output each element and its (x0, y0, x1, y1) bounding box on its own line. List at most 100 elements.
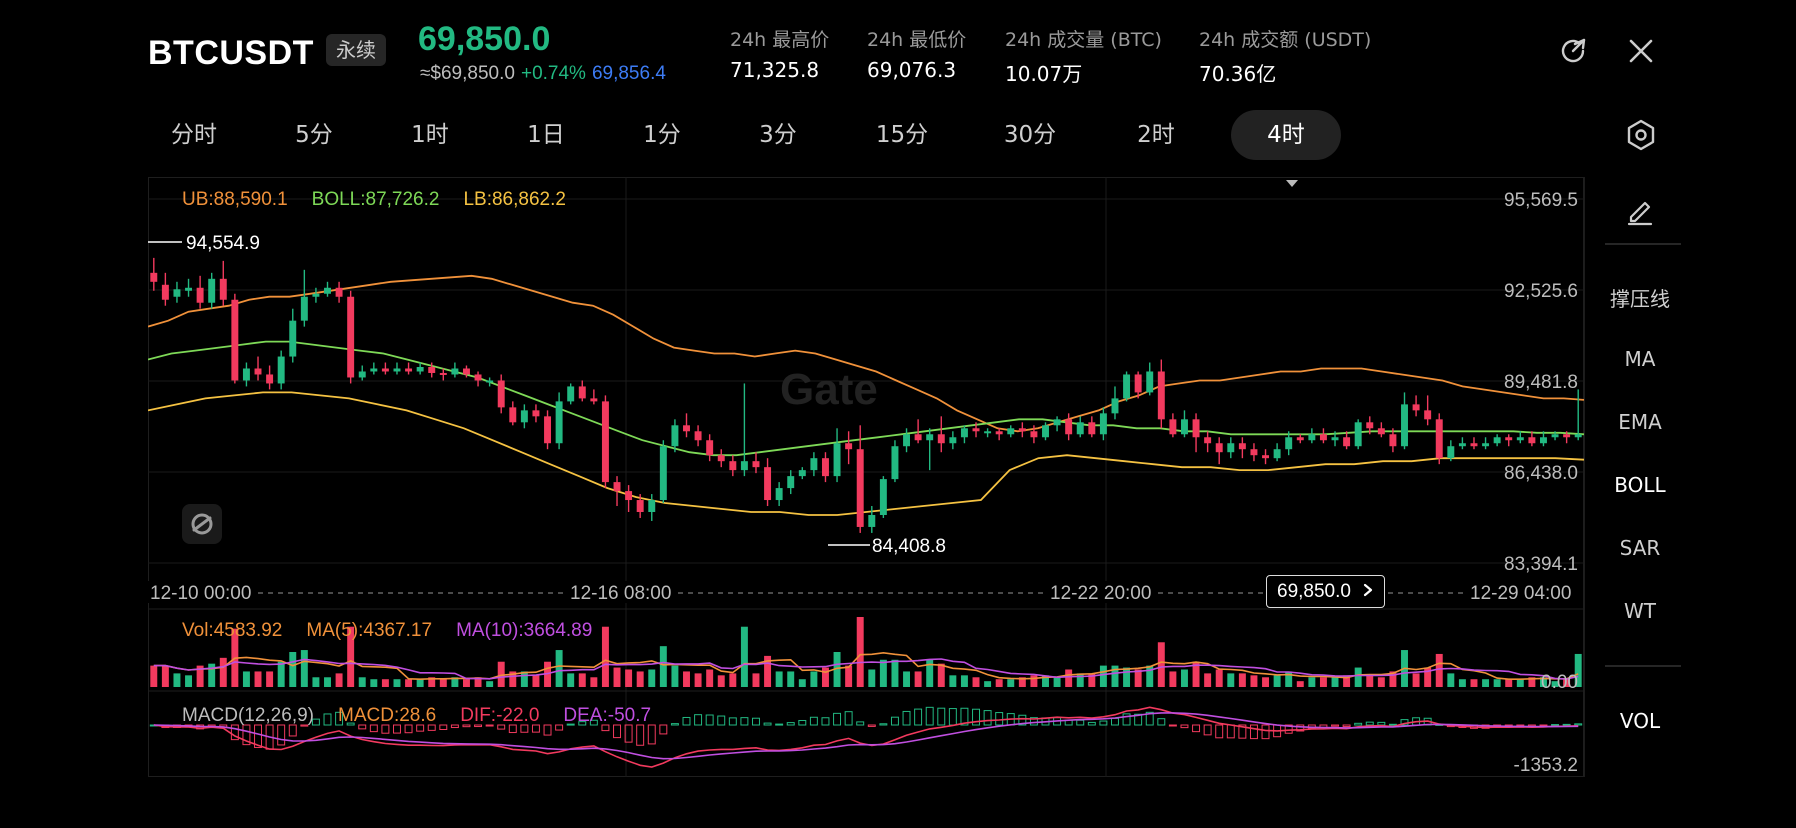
candle-body (960, 428, 968, 438)
volume-bar (1053, 677, 1061, 687)
tab-timeframe[interactable]: 15分 (875, 122, 929, 148)
volume-bar (671, 665, 679, 687)
sidebar-item-support-resistance[interactable]: 撑压线 (1610, 287, 1670, 311)
tab-timeframe[interactable]: 3分 (759, 122, 797, 148)
candle-body (821, 458, 829, 477)
candle-body (891, 446, 899, 480)
macd-bar (311, 718, 320, 726)
candle-body (1563, 434, 1571, 438)
legend-boll: BOLL:87,726.2 (311, 189, 440, 210)
sidebar-item-sar[interactable]: SAR (1619, 536, 1661, 560)
candle-body (1192, 419, 1200, 438)
share-icon[interactable] (1556, 34, 1590, 68)
macd-bar (416, 724, 425, 732)
sidebar-item-vol[interactable]: VOL (1619, 709, 1661, 733)
tab-timeframe-active[interactable]: 4时 (1231, 110, 1341, 187)
volume-bar (613, 667, 621, 687)
candle-body (1146, 371, 1154, 393)
settings-icon[interactable] (1624, 118, 1658, 152)
macd-bar (1574, 723, 1583, 726)
macd-bar (288, 724, 297, 737)
tab-timeframe[interactable]: 30分 (1003, 122, 1057, 148)
sidebar-divider (1605, 665, 1681, 667)
volume-bar (1354, 667, 1362, 687)
pencil-icon[interactable] (1623, 193, 1657, 227)
logo-toggle-button[interactable] (182, 504, 222, 544)
candle-body (1447, 446, 1455, 459)
usd-price: ≈$69,850.0 (420, 63, 515, 84)
legend-macd-name: MACD(12,26,9) (182, 705, 314, 726)
candle-body (1285, 437, 1293, 450)
volume-bar (1458, 679, 1466, 687)
macd-bar (786, 722, 795, 726)
volume-bar (1134, 669, 1142, 687)
volume-bar (254, 671, 262, 687)
volume-bar (1042, 675, 1049, 687)
macd-bar (809, 716, 818, 726)
macd-bar (508, 724, 517, 734)
tab-timeframe[interactable]: 分时 (171, 122, 217, 148)
volume-bar (856, 617, 864, 687)
price-tick: 95,569.5 (1504, 190, 1578, 211)
middle-band-line (148, 340, 1584, 457)
macd-bar (902, 710, 911, 726)
volume-bar (347, 626, 355, 687)
tab-timeframe[interactable]: 1分 (643, 122, 681, 148)
volume-bar (1238, 673, 1246, 687)
gate-logo-icon (191, 513, 213, 535)
price-tick: 86,438.0 (1504, 463, 1578, 484)
macd-bar (1157, 718, 1166, 726)
volume-bar (567, 673, 575, 687)
tab-timeframe[interactable]: 1日 (527, 122, 565, 148)
candle-body (937, 434, 945, 444)
macd-bar (1261, 724, 1270, 740)
close-icon[interactable] (1624, 34, 1658, 68)
candle-body (1262, 455, 1270, 459)
candlestick-chart[interactable]: Gate 94,554.9 84,408.8 95,569.5 92,525.6… (148, 177, 1584, 777)
candle-body (1053, 419, 1061, 426)
current-price-tag[interactable]: 69,850.0 (1266, 575, 1386, 608)
macd-bar (1238, 724, 1247, 739)
legend-vol-ma10: MA(10):3664.89 (456, 620, 593, 641)
legend-vol: Vol:4583.92 (182, 620, 283, 641)
volume-bar (798, 679, 806, 687)
macd-bar (775, 723, 784, 726)
macd-bar (983, 710, 992, 726)
symbol-title[interactable]: BTCUSDT (148, 34, 314, 72)
volume-bar (1180, 669, 1188, 687)
sidebar-item-wt[interactable]: WT (1624, 599, 1656, 623)
candle-body (1435, 419, 1443, 459)
sidebar-item-boll[interactable]: BOLL (1614, 473, 1666, 497)
tab-timeframe[interactable]: 1时 (411, 122, 449, 148)
tab-timeframe[interactable]: 5分 (295, 122, 333, 148)
legend-dea: DEA:-50.7 (563, 705, 652, 726)
high-annotation: 94,554.9 (186, 233, 260, 254)
macd-bar (948, 708, 957, 726)
sidebar-item-ema[interactable]: EMA (1618, 410, 1662, 434)
volume-bar (868, 669, 876, 687)
candle-body (1493, 437, 1501, 444)
sidebar-item-ma[interactable]: MA (1624, 347, 1656, 371)
macd-bar (346, 722, 355, 726)
candle-body (381, 368, 389, 372)
volume-bar (845, 665, 853, 687)
candle-body (949, 437, 957, 444)
volume-bar (208, 663, 216, 687)
contract-type-badge: 永续 (326, 34, 386, 66)
volume-bar (625, 669, 633, 687)
chart-area[interactable]: Gate 94,554.9 84,408.8 95,569.5 92,525.6… (148, 177, 1694, 777)
macd-bar (300, 724, 309, 727)
candle-body (567, 386, 575, 402)
time-tick: 12-10 00:00 (150, 583, 251, 604)
candle-body (208, 278, 216, 303)
candle-body (1215, 443, 1223, 453)
candle-body (1389, 434, 1397, 447)
volume-bar (439, 679, 447, 687)
volume-bar (1273, 675, 1281, 687)
volume-bar (1088, 673, 1096, 687)
tab-timeframe[interactable]: 2时 (1137, 122, 1175, 148)
volume-bar (1447, 673, 1455, 687)
macd-bar (358, 724, 367, 730)
macd-bar (462, 724, 471, 728)
macd-bar (867, 724, 876, 727)
